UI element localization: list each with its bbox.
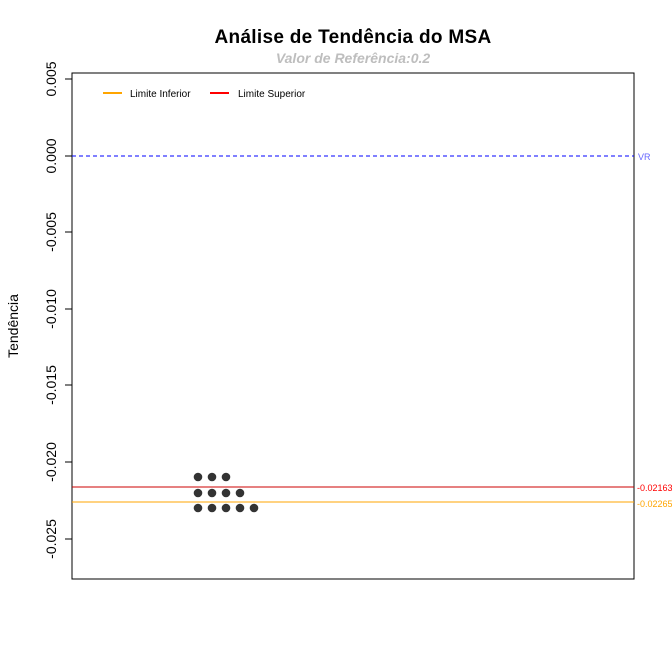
chart-title: Análise de Tendência do MSA: [214, 27, 492, 48]
legend-label-inferior: Limite Inferior: [130, 89, 191, 100]
data-point: [207, 488, 217, 498]
y-tick-label: 0.000: [43, 138, 59, 173]
legend-label-superior: Limite Superior: [238, 89, 306, 100]
data-point: [221, 503, 231, 513]
y-tick-label: -0.020: [43, 442, 59, 482]
y-tick-label: -0.005: [43, 212, 59, 252]
limit-label-superior: -0.02163: [637, 483, 672, 493]
data-point: [235, 503, 245, 513]
data-point: [193, 472, 203, 482]
y-tick-label: 0.005: [43, 61, 59, 96]
data-point: [193, 488, 203, 498]
data-point: [221, 472, 231, 482]
y-tick-label: -0.025: [43, 519, 59, 559]
data-points: [193, 472, 259, 513]
reference-label-vr: VR: [638, 152, 651, 162]
data-point: [207, 503, 217, 513]
plot-frame: [71, 72, 635, 580]
y-tick-label: -0.015: [43, 365, 59, 405]
data-point: [221, 488, 231, 498]
data-point: [235, 488, 245, 498]
data-point: [249, 503, 259, 513]
y-tick-label: -0.010: [43, 289, 59, 329]
chart-subtitle: Valor de Referência:0.2: [275, 50, 431, 66]
y-axis-ticks: [65, 78, 72, 540]
limit-label-inferior: -0.02265: [637, 499, 672, 509]
y-tick-labels: 0.005 0.000 -0.005 -0.010 -0.015 -0.020 …: [43, 61, 59, 559]
data-point: [193, 503, 203, 513]
data-point: [207, 472, 217, 482]
y-axis-label: Tendência: [5, 294, 21, 358]
legend: Limite Inferior Limite Superior: [103, 89, 306, 100]
